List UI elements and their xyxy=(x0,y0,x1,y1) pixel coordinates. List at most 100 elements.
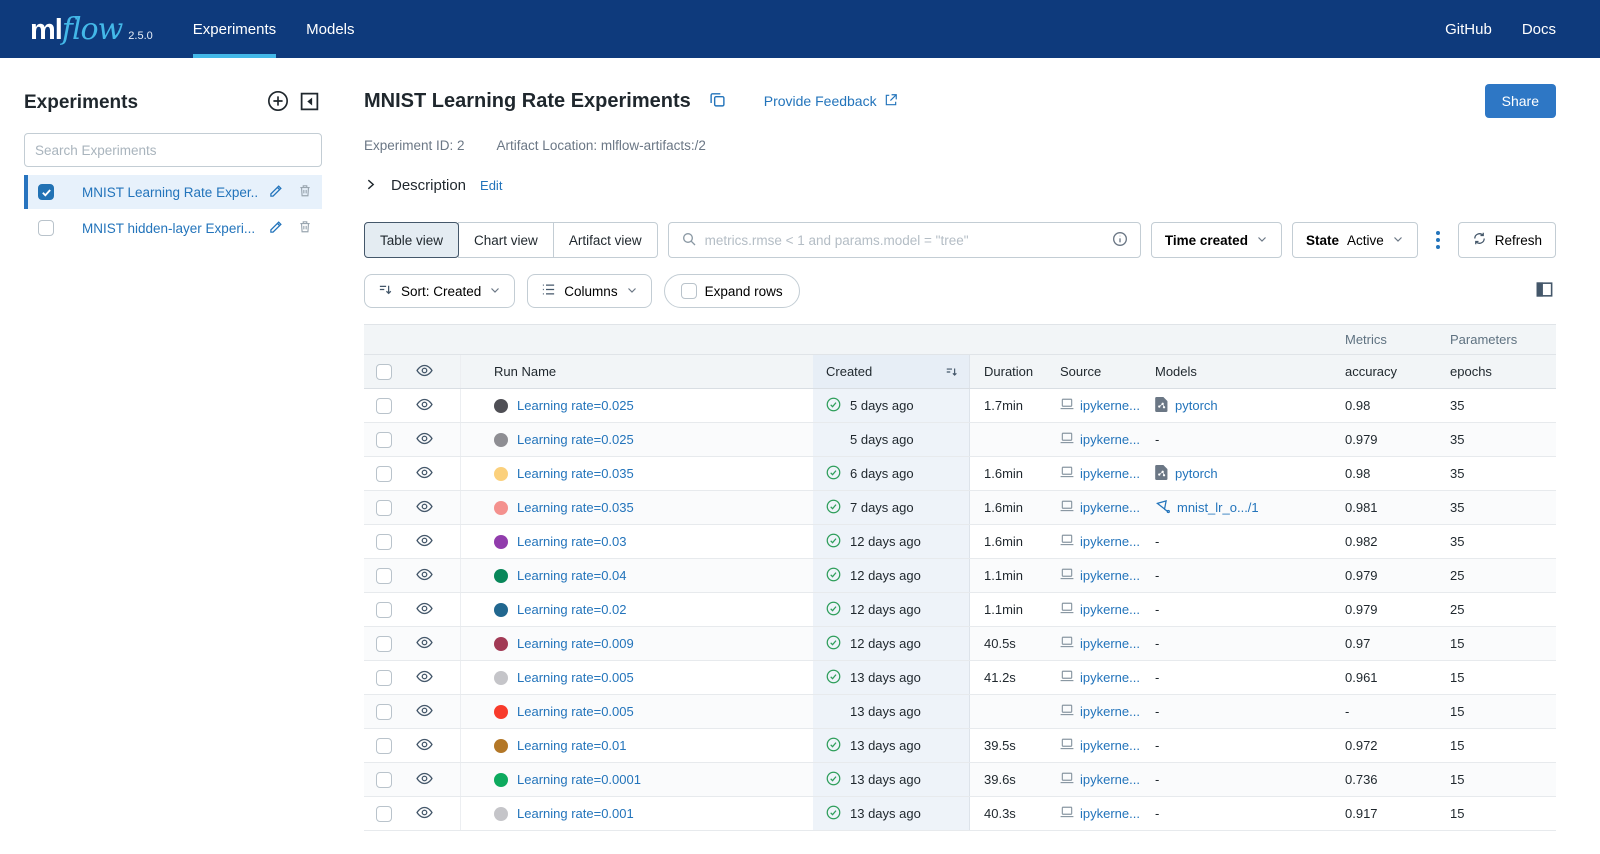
sidebar-item-experiment-2[interactable]: MNIST hidden-layer Experi... xyxy=(24,211,322,245)
run-checkbox[interactable] xyxy=(376,805,392,822)
tab-models[interactable]: Models xyxy=(306,0,354,58)
run-checkbox[interactable] xyxy=(376,635,392,652)
run-checkbox[interactable] xyxy=(376,737,392,754)
source-link[interactable]: ipykerne... xyxy=(1080,398,1140,413)
run-name-link[interactable]: Learning rate=0.04 xyxy=(517,568,627,583)
state-filter[interactable]: State Active xyxy=(1291,222,1418,258)
epochs-column-header[interactable]: epochs xyxy=(1450,364,1492,379)
run-name-link[interactable]: Learning rate=0.02 xyxy=(517,602,627,617)
tab-experiments[interactable]: Experiments xyxy=(192,0,277,58)
visibility-eye-icon[interactable] xyxy=(416,804,433,824)
visibility-eye-icon[interactable] xyxy=(416,430,433,450)
rename-experiment-button[interactable] xyxy=(267,217,286,239)
copy-experiment-name-button[interactable] xyxy=(707,89,728,113)
github-link[interactable]: GitHub xyxy=(1445,0,1492,58)
visibility-eye-icon[interactable] xyxy=(416,532,433,552)
columns-dropdown[interactable]: Columns xyxy=(527,274,652,308)
docs-link[interactable]: Docs xyxy=(1522,0,1556,58)
tab-artifact-view[interactable]: Artifact view xyxy=(552,222,658,258)
created-column-header[interactable]: Created xyxy=(813,355,970,388)
visibility-eye-icon[interactable] xyxy=(416,736,433,756)
source-link[interactable]: ipykerne... xyxy=(1080,602,1140,617)
visibility-eye-icon[interactable] xyxy=(416,634,433,654)
side-panel-toggle-button[interactable] xyxy=(1533,278,1556,304)
more-options-button[interactable] xyxy=(1428,227,1448,253)
runs-search-input[interactable] xyxy=(704,232,1104,248)
run-checkbox[interactable] xyxy=(376,601,392,618)
mlflow-logo[interactable]: ml flow 2.5.0 xyxy=(30,12,153,47)
visibility-eye-icon[interactable] xyxy=(416,362,433,382)
experiment-search-input[interactable] xyxy=(24,133,322,167)
model-link[interactable]: pytorch xyxy=(1175,466,1218,481)
run-name-column-header[interactable]: Run Name xyxy=(494,364,557,379)
visibility-eye-icon[interactable] xyxy=(416,600,433,620)
run-checkbox[interactable] xyxy=(376,703,392,720)
run-name-link[interactable]: Learning rate=0.025 xyxy=(517,432,634,447)
delete-experiment-button[interactable] xyxy=(296,217,314,239)
collapse-sidebar-button[interactable] xyxy=(297,89,322,117)
share-button[interactable]: Share xyxy=(1484,84,1556,118)
run-checkbox[interactable] xyxy=(376,669,392,686)
duration-column-header[interactable]: Duration xyxy=(984,364,1034,379)
visibility-eye-icon[interactable] xyxy=(416,396,433,416)
visibility-eye-icon[interactable] xyxy=(416,702,433,722)
source-link[interactable]: ipykerne... xyxy=(1080,772,1140,787)
model-link[interactable]: mnist_lr_o.../1 xyxy=(1177,500,1259,515)
tab-chart-view[interactable]: Chart view xyxy=(458,222,554,258)
run-name-link[interactable]: Learning rate=0.005 xyxy=(517,704,634,719)
visibility-eye-icon[interactable] xyxy=(416,498,433,518)
expand-rows-checkbox[interactable] xyxy=(680,283,697,299)
experiment-checkbox-unchecked[interactable] xyxy=(38,220,54,236)
model-link[interactable]: pytorch xyxy=(1175,398,1218,413)
runs-search-box[interactable] xyxy=(667,222,1141,258)
visibility-eye-icon[interactable] xyxy=(416,464,433,484)
run-checkbox[interactable] xyxy=(376,465,392,482)
run-name-link[interactable]: Learning rate=0.009 xyxy=(517,636,634,651)
source-link[interactable]: ipykerne... xyxy=(1080,500,1140,515)
expand-rows-toggle[interactable]: Expand rows xyxy=(663,274,800,308)
experiment-checkbox-checked[interactable] xyxy=(38,184,54,200)
models-column-header[interactable]: Models xyxy=(1155,364,1197,379)
sidebar-item-experiment-1[interactable]: MNIST Learning Rate Exper... xyxy=(24,175,322,209)
select-all-checkbox[interactable] xyxy=(376,363,392,380)
run-checkbox[interactable] xyxy=(376,567,392,584)
source-link[interactable]: ipykerne... xyxy=(1080,670,1140,685)
source-link[interactable]: ipykerne... xyxy=(1080,806,1140,821)
source-link[interactable]: ipykerne... xyxy=(1080,636,1140,651)
source-link[interactable]: ipykerne... xyxy=(1080,704,1140,719)
run-name-link[interactable]: Learning rate=0.01 xyxy=(517,738,627,753)
source-link[interactable]: ipykerne... xyxy=(1080,432,1140,447)
tab-table-view[interactable]: Table view xyxy=(364,222,460,258)
run-checkbox[interactable] xyxy=(376,397,392,414)
create-experiment-button[interactable] xyxy=(265,88,291,117)
info-icon[interactable] xyxy=(1112,231,1128,250)
source-link[interactable]: ipykerne... xyxy=(1080,738,1140,753)
provide-feedback-link[interactable]: Provide Feedback xyxy=(764,93,898,110)
refresh-button[interactable]: Refresh xyxy=(1457,222,1556,258)
run-name-link[interactable]: Learning rate=0.03 xyxy=(517,534,627,549)
run-name-link[interactable]: Learning rate=0.035 xyxy=(517,466,634,481)
run-name-link[interactable]: Learning rate=0.001 xyxy=(517,806,634,821)
visibility-eye-icon[interactable] xyxy=(416,566,433,586)
source-link[interactable]: ipykerne... xyxy=(1080,466,1140,481)
run-name-link[interactable]: Learning rate=0.005 xyxy=(517,670,634,685)
source-link[interactable]: ipykerne... xyxy=(1080,534,1140,549)
run-checkbox[interactable] xyxy=(376,533,392,550)
rename-experiment-button[interactable] xyxy=(267,181,286,203)
visibility-eye-icon[interactable] xyxy=(416,770,433,790)
edit-description-link[interactable]: Edit xyxy=(480,178,503,193)
run-checkbox[interactable] xyxy=(376,771,392,788)
sort-dropdown[interactable]: Sort: Created xyxy=(364,274,516,308)
chevron-right-icon[interactable] xyxy=(364,178,377,194)
time-created-filter[interactable]: Time created xyxy=(1150,222,1282,258)
run-checkbox[interactable] xyxy=(376,499,392,516)
source-link[interactable]: ipykerne... xyxy=(1080,568,1140,583)
visibility-eye-icon[interactable] xyxy=(416,668,433,688)
accuracy-column-header[interactable]: accuracy xyxy=(1345,364,1398,379)
source-column-header[interactable]: Source xyxy=(1060,364,1102,379)
delete-experiment-button[interactable] xyxy=(296,181,314,203)
run-name-link[interactable]: Learning rate=0.025 xyxy=(517,398,634,413)
run-name-link[interactable]: Learning rate=0.035 xyxy=(517,500,634,515)
run-name-link[interactable]: Learning rate=0.0001 xyxy=(517,772,641,787)
run-checkbox[interactable] xyxy=(376,431,392,448)
